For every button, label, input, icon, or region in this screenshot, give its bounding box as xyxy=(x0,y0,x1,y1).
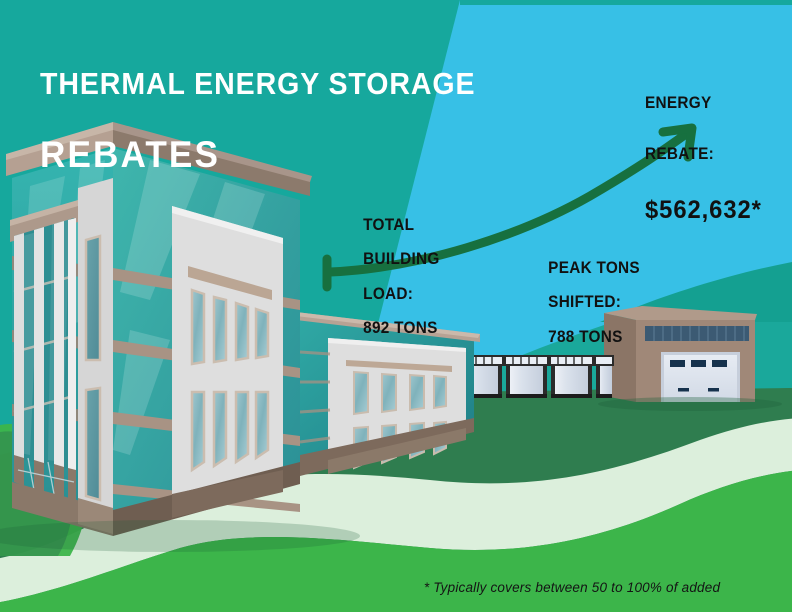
wing-base-front xyxy=(328,428,466,474)
warehouse-building xyxy=(598,306,782,411)
callout-peak-tons-shifted: PEAK TONS SHIFTED: 788 TONS xyxy=(530,243,640,363)
building-windows-lower-right xyxy=(190,390,270,473)
rebate-label-line-2: REBATE: xyxy=(645,144,715,163)
callout-total-building-load: TOTAL BUILDING LOAD: 892 TONS xyxy=(345,200,440,354)
wing-glass-ribs xyxy=(299,350,331,444)
growth-arrow xyxy=(322,123,697,292)
low-wing-building xyxy=(296,312,480,476)
ground-path-light xyxy=(0,418,792,603)
wing-roof-top xyxy=(296,312,480,338)
warehouse-roof xyxy=(604,306,757,320)
wing-windows-upper xyxy=(353,370,447,416)
building-roof-right xyxy=(113,126,310,196)
thermal-tank xyxy=(504,355,549,398)
rebate-label-line-1: ENERGY xyxy=(645,94,712,113)
wing-front-highlight xyxy=(328,338,466,352)
office-building xyxy=(0,122,360,552)
garage-door-window-3 xyxy=(712,360,727,367)
building-base-front xyxy=(172,470,283,518)
footnote-line-1: * Typically covers between 50 to 100% of… xyxy=(423,579,721,595)
callout-line: TOTAL xyxy=(363,216,415,235)
callout-value: 892 TONS xyxy=(363,319,438,338)
building-base-pier xyxy=(78,498,113,534)
warehouse-clerestory-glass xyxy=(645,326,749,341)
callout-line: LOAD: xyxy=(363,284,414,303)
building-corner-pier-windows xyxy=(84,234,102,502)
callout-line: SHIFTED: xyxy=(548,293,622,312)
title-line-2: REBATES xyxy=(40,134,220,175)
building-window-lintel-upper xyxy=(188,266,272,300)
page-title: THERMAL ENERGY STORAGE REBATES xyxy=(40,36,513,205)
warehouse-shadow xyxy=(598,397,782,411)
building-roof-ridge xyxy=(113,122,312,182)
building-windows-upper-right xyxy=(190,288,270,366)
garage-door-vent-2 xyxy=(708,388,719,392)
callout-energy-rebate: ENERGY REBATE: $562,632* xyxy=(645,62,768,256)
building-left-colonnade xyxy=(10,200,78,502)
callout-value: 788 TONS xyxy=(548,327,623,346)
garage-door-window-1 xyxy=(670,360,685,367)
thermal-tank xyxy=(594,355,614,398)
ground-bright-green xyxy=(0,470,792,612)
building-roof-left xyxy=(6,126,113,176)
footnote: * Typically covers between 50 to 100% of… xyxy=(408,560,720,612)
wing-lintel xyxy=(346,360,452,372)
thermal-storage-tanks xyxy=(459,355,614,398)
garage-door-window-2 xyxy=(691,360,706,367)
top-teal-sliver xyxy=(460,0,792,5)
rebate-amount: $562,632* xyxy=(645,196,762,225)
thermal-tank xyxy=(549,355,594,398)
building-front-panel-right-top xyxy=(172,206,283,244)
title-line-1: THERMAL ENERGY STORAGE xyxy=(40,66,476,101)
warehouse-clerestory-mullions xyxy=(653,326,745,341)
building-shadow xyxy=(0,520,360,552)
callout-line: BUILDING xyxy=(363,250,440,269)
callout-line: PEAK TONS xyxy=(548,259,640,278)
garage-door-vent-1 xyxy=(678,388,689,392)
building-roof-ridge-left xyxy=(6,122,113,160)
